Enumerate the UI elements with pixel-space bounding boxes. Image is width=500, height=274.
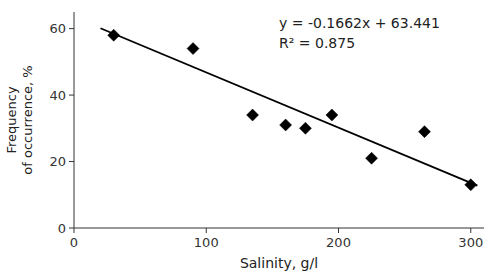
y-tick-label: 20 <box>49 154 66 169</box>
y-tick <box>69 95 74 96</box>
y-tick <box>69 228 74 229</box>
x-tick <box>206 228 207 233</box>
scatter-point <box>366 152 378 164</box>
x-axis <box>74 228 484 229</box>
chart: 0 100 200 300 0 20 40 60 Salinity, g/l Frequencyo… <box>0 0 500 274</box>
y-axis <box>74 12 75 228</box>
scatter-point <box>299 122 311 134</box>
scatter-point <box>187 43 199 55</box>
x-tick-label: 0 <box>70 235 78 250</box>
scatter-point <box>280 119 292 131</box>
y-tick-label: 60 <box>49 21 66 36</box>
y-tick-label: 40 <box>49 88 66 103</box>
x-tick-label: 300 <box>458 235 483 250</box>
scatter-point <box>326 109 338 121</box>
x-tick-label: 100 <box>194 235 219 250</box>
x-tick <box>338 228 339 233</box>
regression-line <box>100 28 477 185</box>
y-tick <box>69 161 74 162</box>
y-axis-label: Frequencyof occurrence, % <box>4 65 35 174</box>
x-tick <box>470 228 471 233</box>
y-tick <box>69 28 74 29</box>
scatter-point <box>418 126 430 138</box>
annotation: y = -0.1662x + 63.441 <box>279 15 440 31</box>
x-axis-label: Salinity, g/l <box>240 255 318 271</box>
scatter-point <box>247 109 259 121</box>
plot-area <box>100 28 477 191</box>
annotation: R² = 0.875 <box>279 35 355 51</box>
x-tick-label: 200 <box>326 235 351 250</box>
x-tick <box>74 228 75 233</box>
y-tick-label: 0 <box>58 221 66 236</box>
